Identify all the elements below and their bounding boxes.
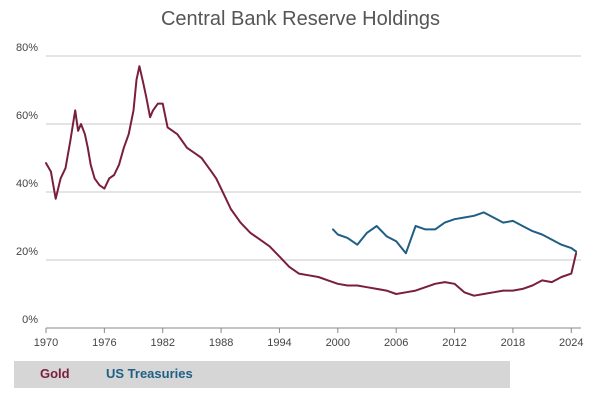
x-tick-label: 1976: [92, 337, 116, 349]
legend-item-us-treasuries: US Treasuries: [106, 366, 193, 381]
x-tick-label: 2000: [326, 337, 350, 349]
series-line-us-treasuries: [332, 211, 578, 255]
x-tick-label: 2024: [559, 337, 583, 349]
x-tick-label: 1982: [150, 337, 174, 349]
x-tick-label: 1970: [34, 337, 58, 349]
y-tick-label: 60%: [16, 110, 38, 122]
x-tick-label: 1988: [209, 337, 233, 349]
y-tick-label: 40%: [16, 178, 38, 190]
legend: Gold US Treasuries: [14, 361, 510, 388]
y-tick-label: 80%: [16, 42, 38, 54]
legend-item-gold: Gold: [40, 366, 70, 381]
x-tick-label: 2018: [501, 337, 525, 349]
series-line-gold: [45, 65, 578, 297]
chart-title: Central Bank Reserve Holdings: [160, 8, 441, 30]
y-tick-label: 0%: [22, 314, 38, 326]
x-tick-label: 2012: [442, 337, 466, 349]
y-tick-label: 20%: [16, 246, 38, 258]
x-tick-label: 2006: [384, 337, 408, 349]
x-tick-label: 1994: [267, 337, 291, 349]
